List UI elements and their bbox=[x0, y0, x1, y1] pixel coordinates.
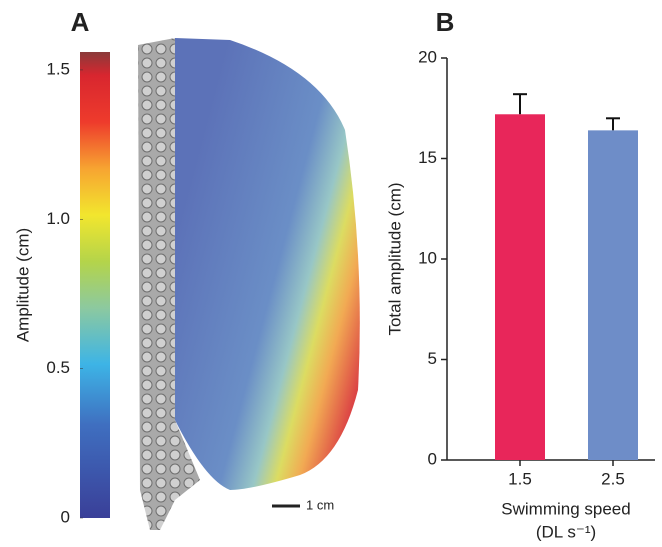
scale-bar-label: 1 cm bbox=[306, 497, 334, 512]
y-tick-label: 1.5 bbox=[46, 59, 70, 78]
y-tick-label: 20 bbox=[418, 47, 437, 66]
y-tick-label: 5 bbox=[428, 349, 437, 368]
y-tick-label: 0 bbox=[428, 449, 437, 468]
x-tick-label: 1.5 bbox=[508, 469, 532, 488]
y-axis-label: Total amplitude (cm) bbox=[385, 182, 404, 335]
panel-label: A bbox=[71, 7, 90, 37]
bar bbox=[588, 130, 638, 461]
x-axis-label-unit: (DL s⁻¹) bbox=[536, 522, 596, 541]
bar bbox=[495, 114, 545, 460]
fin-image bbox=[138, 38, 360, 530]
y-tick-label: 0.5 bbox=[46, 358, 70, 377]
x-axis-label: Swimming speed bbox=[501, 499, 630, 518]
y-tick-label: 0 bbox=[61, 507, 70, 526]
y-tick-label: 1.0 bbox=[46, 209, 70, 228]
y-tick-label: 10 bbox=[418, 248, 437, 267]
y-tick-label: 15 bbox=[418, 148, 437, 167]
x-tick-label: 2.5 bbox=[601, 469, 625, 488]
panel-label: B bbox=[436, 7, 455, 37]
y-axis-label: Amplitude (cm) bbox=[13, 228, 32, 342]
colorbar bbox=[80, 52, 110, 518]
